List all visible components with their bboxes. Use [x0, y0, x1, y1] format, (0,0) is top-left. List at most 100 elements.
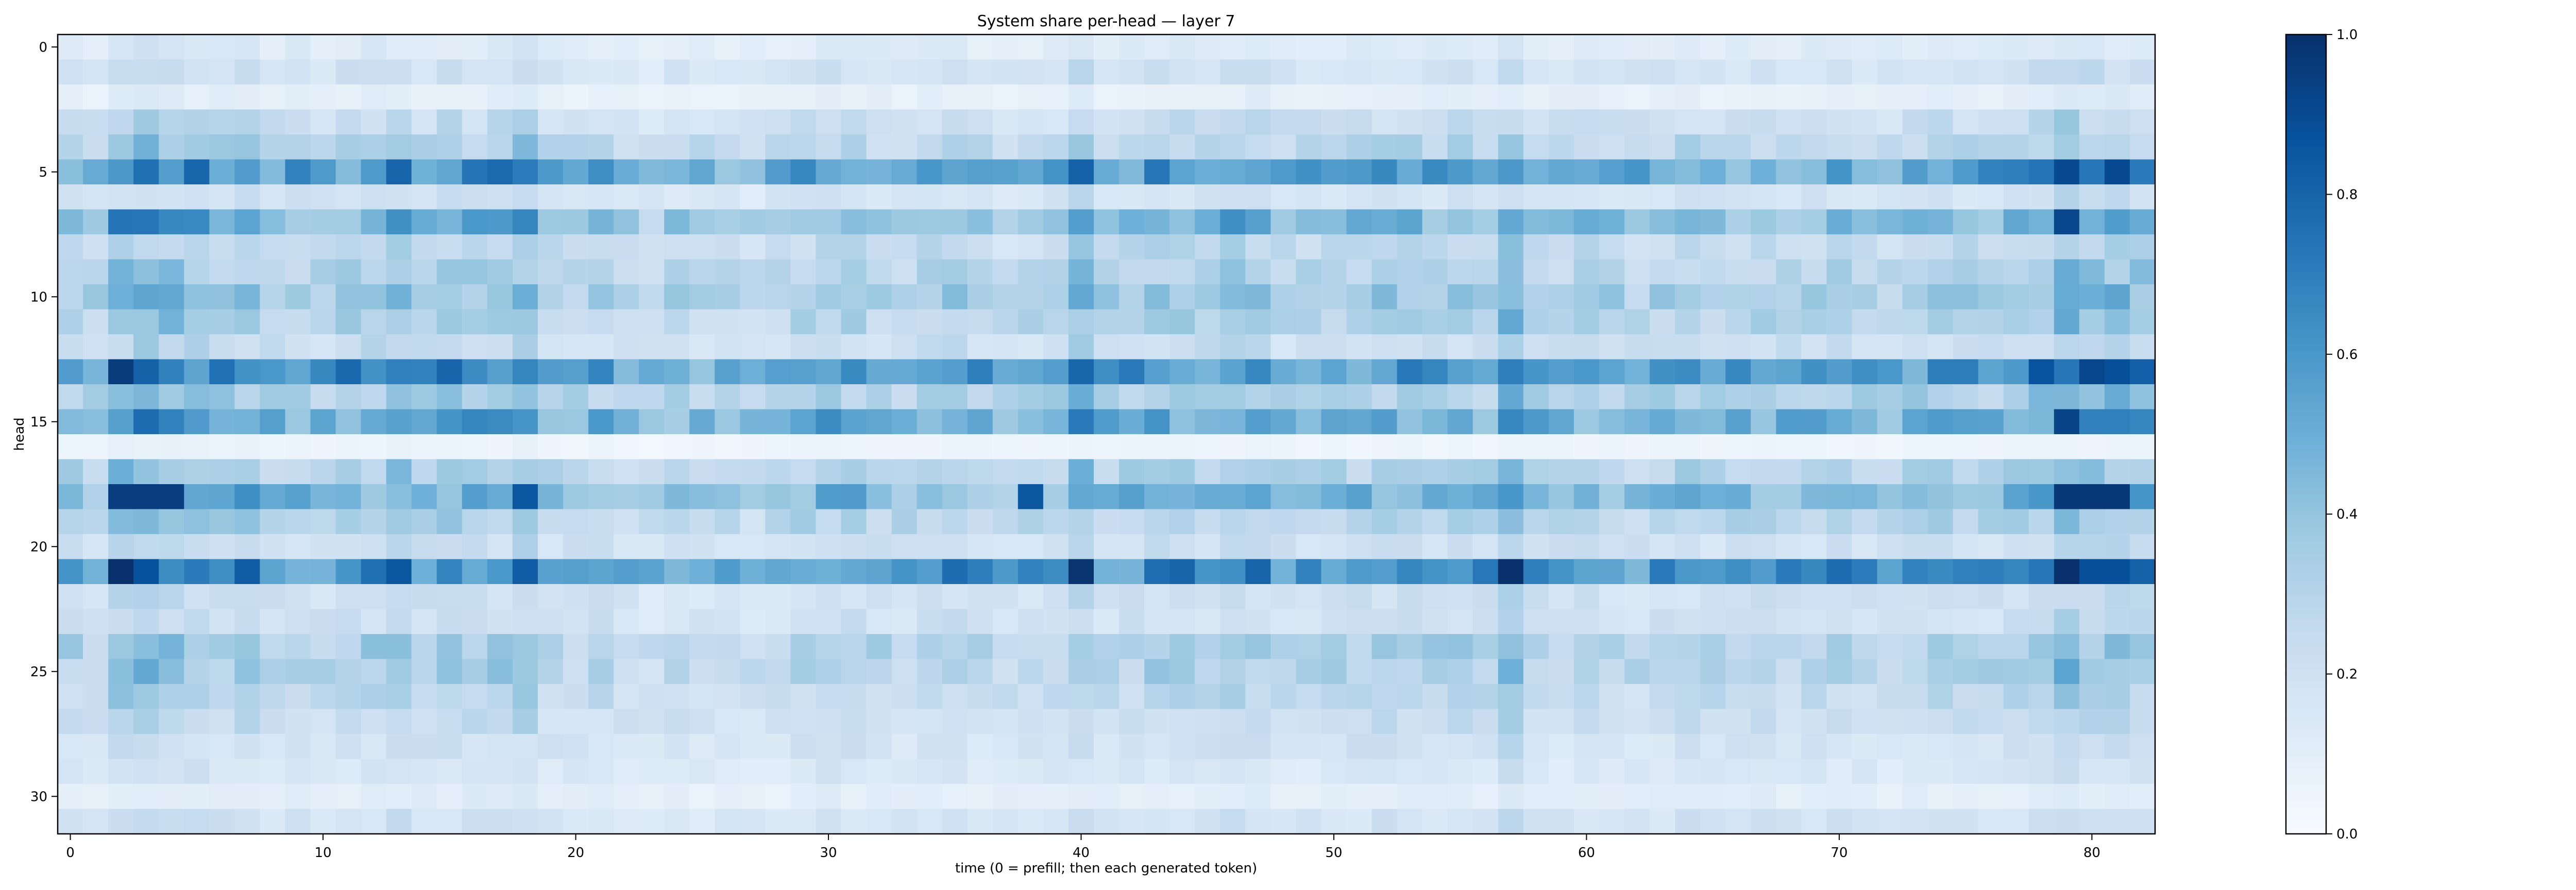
heatmap-cell: [1978, 35, 2004, 60]
heatmap-cell: [335, 284, 362, 310]
heatmap-cell: [1675, 809, 1701, 834]
heatmap-cell: [487, 434, 513, 460]
heatmap-cell: [917, 684, 943, 710]
x-tick-label: 80: [2083, 845, 2100, 861]
heatmap-cell: [58, 209, 83, 235]
heatmap-cell: [159, 109, 184, 135]
heatmap-cell: [1195, 59, 1221, 85]
heatmap-cell: [1523, 534, 1549, 560]
heatmap-cell: [1548, 809, 1574, 834]
heatmap-cell: [740, 684, 766, 710]
heatmap-cell: [1397, 534, 1423, 560]
heatmap-cell: [1776, 134, 1802, 160]
heatmap-cell: [1068, 234, 1094, 260]
heatmap-cell: [1472, 434, 1499, 460]
heatmap-cell: [1548, 35, 1574, 60]
heatmap-cell: [58, 784, 83, 810]
heatmap-cell: [1018, 209, 1044, 235]
heatmap-cell: [1776, 184, 1802, 210]
heatmap-cell: [1877, 159, 1903, 185]
heatmap-cell: [765, 734, 791, 760]
heatmap-cell: [816, 709, 842, 734]
heatmap-cell: [1245, 359, 1271, 385]
heatmap-cell: [108, 109, 134, 135]
heatmap-cell: [234, 609, 260, 635]
heatmap-cell: [1346, 359, 1372, 385]
heatmap-cell: [1245, 809, 1271, 834]
heatmap-cell: [1599, 309, 1625, 335]
heatmap-cell: [1371, 634, 1398, 660]
heatmap-cell: [664, 584, 690, 610]
heatmap-cell: [689, 184, 715, 210]
heatmap-cell: [1447, 384, 1473, 410]
heatmap-cell: [285, 109, 311, 135]
heatmap-cell: [715, 509, 740, 535]
heatmap-cell: [1447, 334, 1473, 360]
heatmap-cell: [765, 209, 791, 235]
heatmap-cell: [1472, 259, 1499, 285]
heatmap-cell: [1776, 209, 1802, 235]
heatmap-cell: [1422, 259, 1448, 285]
heatmap-cell: [2129, 609, 2156, 635]
heatmap-cell: [411, 384, 437, 410]
heatmap-cell: [2104, 59, 2130, 85]
heatmap-cell: [2003, 309, 2029, 335]
heatmap-cell: [942, 459, 968, 485]
heatmap-cell: [462, 35, 488, 60]
heatmap-cell: [1927, 684, 1954, 710]
heatmap-cell: [310, 184, 336, 210]
heatmap-cell: [1220, 534, 1246, 560]
heatmap-cell: [209, 35, 235, 60]
heatmap-cell: [234, 684, 260, 710]
heatmap-cell: [234, 759, 260, 784]
heatmap-cell: [1624, 634, 1650, 660]
heatmap-cell: [639, 609, 665, 635]
heatmap-cell: [866, 634, 892, 660]
heatmap-cell: [1195, 134, 1221, 160]
heatmap-cell: [2129, 659, 2156, 684]
heatmap-cell: [790, 59, 817, 85]
heatmap-cell: [436, 409, 463, 435]
heatmap-cell: [891, 209, 918, 235]
heatmap-cell: [740, 459, 766, 485]
heatmap-cell: [1725, 109, 1751, 135]
heatmap-cell: [462, 634, 488, 660]
heatmap-cell: [1548, 709, 1574, 734]
heatmap-cell: [1675, 284, 1701, 310]
plot-frame: [57, 33, 2156, 835]
heatmap-cell: [1725, 784, 1751, 810]
heatmap-cell: [588, 734, 614, 760]
heatmap-cell: [1548, 334, 1574, 360]
heatmap-cell: [1397, 584, 1423, 610]
heatmap-cell: [1144, 534, 1170, 560]
heatmap-cell: [1573, 584, 1600, 610]
heatmap-cell: [1371, 84, 1398, 110]
heatmap-cell: [1548, 209, 1574, 235]
heatmap-cell: [790, 109, 817, 135]
heatmap-cell: [234, 35, 260, 60]
heatmap-cell: [740, 309, 766, 335]
heatmap-cell: [992, 434, 1019, 460]
heatmap-cell: [1018, 109, 1044, 135]
heatmap-cell: [1573, 134, 1600, 160]
heatmap-cell: [1548, 284, 1574, 310]
heatmap-cell: [512, 109, 538, 135]
heatmap-cell: [1346, 434, 1372, 460]
heatmap-cell: [1675, 434, 1701, 460]
heatmap-cell: [1472, 659, 1499, 684]
heatmap-cell: [1675, 509, 1701, 535]
heatmap-cell: [1548, 409, 1574, 435]
heatmap-cell: [2129, 784, 2156, 810]
heatmap-cell: [992, 309, 1019, 335]
heatmap-cell: [512, 659, 538, 684]
heatmap-cell: [1245, 709, 1271, 734]
heatmap-cell: [1927, 334, 1954, 360]
heatmap-cell: [1296, 259, 1322, 285]
heatmap-cell: [2003, 334, 2029, 360]
heatmap-cell: [1852, 209, 1878, 235]
heatmap-cell: [1270, 259, 1296, 285]
heatmap-cell: [816, 809, 842, 834]
heatmap-cell: [1725, 259, 1751, 285]
heatmap-cell: [159, 434, 184, 460]
heatmap-cell: [967, 609, 993, 635]
